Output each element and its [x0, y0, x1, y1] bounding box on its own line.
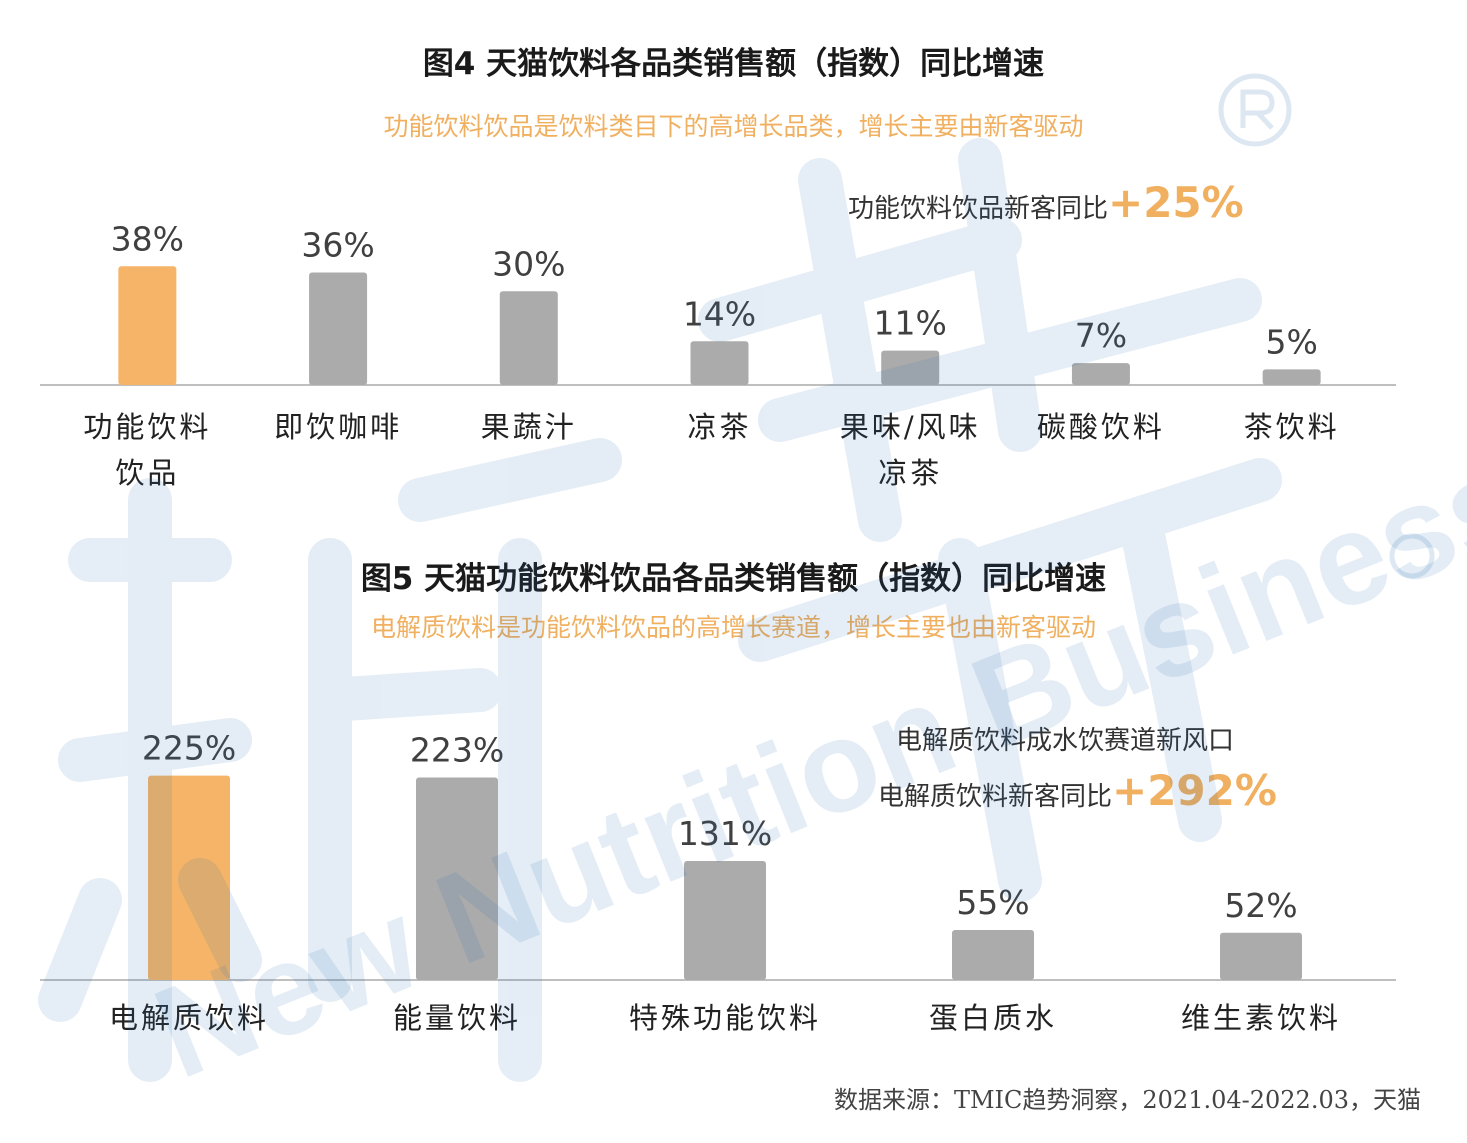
data-label: 14% — [683, 294, 756, 333]
data-label: 52% — [1224, 886, 1297, 925]
chart2-annotation-2: 电解质饮料新客同比+292% — [878, 766, 1277, 815]
category-label: 维生素饮料 — [1181, 1001, 1341, 1035]
chart2-subtitle: 电解质饮料是功能饮料饮品的高增长赛道，增长主要也由新客驱动 — [370, 613, 1096, 642]
chart2-plot: 225% 电解质饮料 223% 能量饮料 131% 特殊功能饮料 55% 蛋白质水 52% 维生素… — [40, 729, 1396, 1035]
bar — [118, 266, 177, 385]
category-label: 蛋白质水 — [929, 1001, 1057, 1035]
chart1-plot: 38%功能饮料饮品36%即饮咖啡30%果蔬汁14%凉茶11%果味/风味凉茶7%碳… — [40, 219, 1396, 490]
category-label: 果味/风味 — [840, 410, 981, 444]
data-label: 11% — [874, 304, 947, 343]
data-label: 5% — [1265, 322, 1317, 361]
category-label: 能量饮料 — [393, 1001, 521, 1035]
bar — [690, 341, 749, 385]
category-label: 茶饮料 — [1244, 410, 1340, 444]
chart1-annotation-value: +25% — [1108, 178, 1244, 227]
data-label: 131% — [678, 814, 772, 853]
bar — [952, 930, 1034, 980]
bar — [309, 272, 368, 385]
bar — [148, 775, 230, 980]
category-label: 特殊功能饮料 — [629, 1001, 821, 1035]
category-label: 即饮咖啡 — [274, 410, 402, 444]
category-label: 凉茶 — [878, 456, 942, 490]
category-label: 果蔬汁 — [481, 410, 577, 444]
data-label: 55% — [956, 883, 1029, 922]
bar — [684, 861, 766, 980]
data-label: 36% — [301, 226, 374, 265]
data-label: 30% — [492, 244, 565, 283]
data-label: 225% — [142, 729, 236, 768]
chart1-subtitle: 功能饮料饮品是饮料类目下的高增长品类，增长主要由新客驱动 — [383, 112, 1084, 141]
data-label: 7% — [1075, 316, 1127, 355]
chart1-title: 图4 天猫饮料各品类销售额（指数）同比增速 — [422, 46, 1045, 82]
category-label: 饮品 — [115, 456, 179, 490]
bar — [1262, 369, 1321, 385]
bar — [416, 777, 498, 980]
category-label: 电解质饮料 — [109, 1001, 269, 1035]
chart2-annotation-text: 电解质饮料新客同比 — [878, 782, 1113, 812]
chart2-annotation-1: 电解质饮料成水饮赛道新风口 — [896, 726, 1235, 756]
data-source: 数据来源：TMIC趋势洞察，2021.04-2022.03，天猫 — [833, 1086, 1421, 1114]
bar — [499, 291, 558, 385]
bar — [1071, 363, 1130, 385]
category-label: 碳酸饮料 — [1037, 410, 1165, 444]
chart1-annotation-text: 功能饮料饮品新客同比 — [848, 194, 1109, 224]
bar — [881, 350, 940, 385]
category-label: 功能饮料 — [83, 410, 211, 444]
data-label: 38% — [111, 219, 184, 258]
chart2-title: 图5 天猫功能饮料饮品各品类销售额（指数）同比增速 — [360, 561, 1107, 597]
chart1-annotation: 功能饮料饮品新客同比+25% — [848, 178, 1244, 227]
data-label: 223% — [410, 730, 504, 769]
category-label: 凉茶 — [687, 410, 751, 444]
chart2-annotation-value: +292% — [1112, 766, 1277, 815]
bar — [1220, 932, 1302, 980]
